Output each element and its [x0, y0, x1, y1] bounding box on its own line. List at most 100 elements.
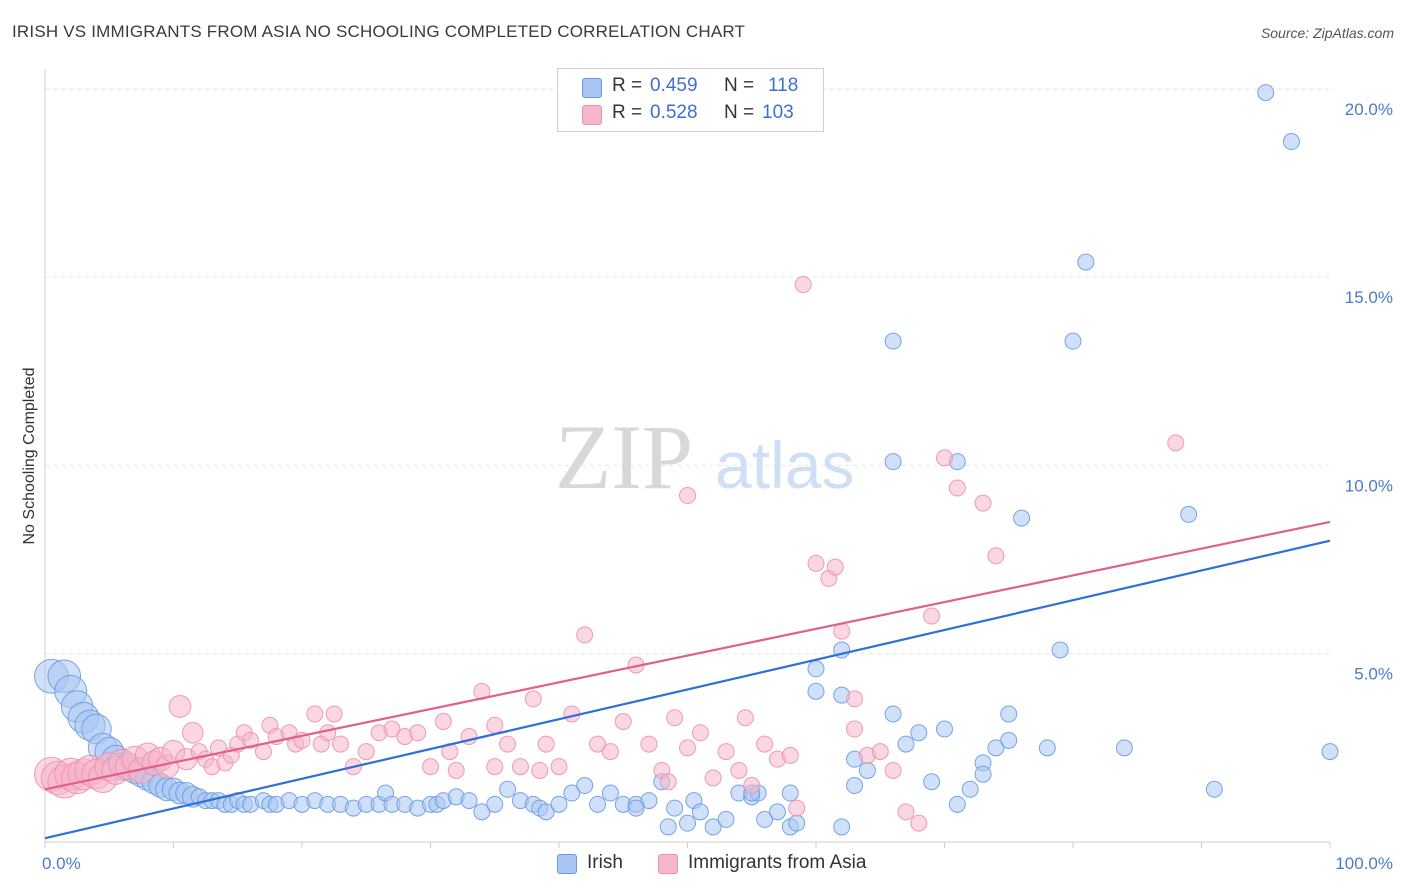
data-point — [768, 803, 786, 821]
tick-labels: 5.0% 10.0% 15.0% 20.0% 0.0% 100.0% — [42, 100, 1393, 873]
axes — [44, 70, 1331, 848]
data-point — [704, 818, 722, 836]
data-point — [781, 784, 799, 802]
grid-lines — [45, 88, 1330, 655]
data-point — [788, 814, 806, 832]
data-point — [627, 799, 645, 817]
data-point — [242, 731, 260, 749]
data-point — [679, 739, 696, 757]
data-point — [1038, 739, 1056, 757]
data-point — [486, 795, 504, 813]
data-point — [679, 814, 696, 832]
data-point — [679, 487, 696, 505]
data-point — [357, 743, 375, 761]
legend-n-label: N = — [724, 75, 755, 96]
bottom-legend-swatch-irish — [557, 854, 577, 874]
legend-n-value: 103 — [762, 102, 794, 123]
data-point — [1115, 739, 1133, 757]
data-point — [409, 724, 427, 742]
data-point — [858, 761, 876, 779]
legend-n-label: N = — [724, 102, 755, 123]
data-point — [884, 332, 902, 350]
data-point — [550, 795, 568, 813]
data-point — [833, 818, 851, 836]
legend: R = 0.459 N = 118 R = 0.528 N = 103 — [557, 68, 824, 132]
data-point — [948, 795, 966, 813]
data-point — [550, 758, 568, 776]
data-point — [1000, 705, 1018, 723]
x-tick-label: 100.0% — [1335, 854, 1393, 873]
data-point — [974, 494, 992, 512]
irish-trend-line — [44, 539, 1331, 840]
data-point — [422, 758, 439, 776]
data-point — [601, 784, 619, 802]
data-point — [306, 705, 324, 723]
data-point — [614, 712, 632, 730]
data-point — [576, 626, 594, 644]
data-point — [897, 735, 915, 753]
data-point — [537, 803, 555, 821]
data-point — [1051, 641, 1069, 659]
data-point — [743, 777, 761, 795]
data-point — [717, 743, 735, 761]
data-point — [486, 758, 504, 776]
data-point — [730, 761, 748, 779]
data-point — [383, 720, 401, 738]
data-point — [807, 660, 825, 678]
data-point — [1013, 509, 1031, 527]
data-point — [181, 721, 204, 744]
data-point — [511, 758, 529, 776]
data-point — [961, 780, 979, 798]
data-point — [486, 716, 504, 734]
data-point — [884, 705, 902, 723]
data-point — [910, 724, 928, 742]
data-point — [1282, 133, 1300, 151]
data-point — [826, 558, 844, 576]
data-point — [704, 769, 722, 787]
data-point — [807, 554, 825, 572]
data-point — [325, 705, 343, 723]
data-point — [807, 682, 825, 700]
legend-r-value: 0.528 — [650, 102, 698, 123]
data-point — [1205, 780, 1223, 798]
data-point — [499, 780, 517, 798]
data-point — [537, 735, 555, 753]
watermark: ZIP atlas — [555, 406, 854, 508]
data-point — [601, 743, 619, 761]
data-point — [936, 720, 953, 738]
data-point — [691, 724, 709, 742]
watermark-zip: ZIP — [555, 406, 693, 508]
legend-r-label: R = — [612, 102, 643, 123]
legend-swatch-irish — [582, 78, 602, 98]
legend-r-value: 0.459 — [650, 75, 698, 96]
data-point — [1000, 731, 1018, 749]
data-point — [659, 773, 677, 791]
y-tick-label: 15.0% — [1345, 288, 1393, 307]
data-point — [659, 818, 677, 836]
x-tick-label: 0.0% — [42, 854, 81, 873]
data-point — [589, 735, 607, 753]
data-point — [794, 276, 812, 294]
data-point — [473, 803, 491, 821]
data-point — [1077, 253, 1095, 271]
data-point — [781, 746, 799, 764]
data-point — [460, 792, 478, 810]
y-tick-label: 10.0% — [1345, 476, 1393, 495]
data-point — [897, 803, 915, 821]
y-axis-label: No Schooling Completed — [21, 368, 38, 545]
data-point — [923, 773, 941, 791]
data-point — [531, 761, 549, 779]
data-point — [923, 607, 941, 625]
data-point — [884, 761, 902, 779]
data-point — [910, 814, 928, 832]
bottom-legend-swatch-asia — [658, 854, 678, 874]
legend-swatch-asia — [582, 105, 602, 125]
data-point — [987, 547, 1005, 565]
data-point — [1064, 332, 1082, 350]
data-point — [717, 810, 735, 828]
data-point — [589, 795, 607, 813]
data-point — [434, 712, 452, 730]
data-point — [756, 810, 774, 828]
data-point — [563, 784, 581, 802]
